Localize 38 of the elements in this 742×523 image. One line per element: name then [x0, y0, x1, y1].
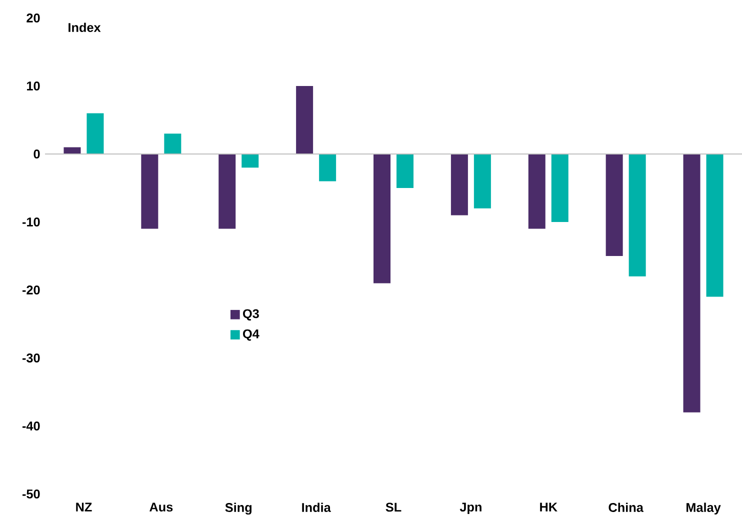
legend-label: Q4	[243, 329, 260, 341]
bar	[396, 154, 414, 188]
y-axis-title: Index	[68, 22, 101, 32]
bar	[683, 154, 700, 412]
y-tick-label: -20	[22, 286, 40, 294]
bar	[628, 154, 646, 276]
legend-label: Q3	[243, 309, 259, 321]
bar	[164, 134, 182, 154]
y-tick-label: 20	[26, 14, 40, 22]
y-tick-label: -50	[22, 490, 40, 498]
bar	[474, 154, 491, 208]
bar	[528, 154, 546, 229]
y-tick-label: -10	[22, 218, 40, 226]
bar	[374, 154, 390, 284]
bar	[551, 154, 568, 222]
bar	[706, 154, 724, 297]
bar	[606, 154, 623, 256]
y-tick-label: 10	[27, 82, 40, 90]
x-tick-label: Aus	[150, 502, 173, 512]
bar	[218, 154, 236, 229]
x-tick-label: SL	[386, 502, 402, 512]
x-tick-label: HK	[540, 502, 558, 512]
bar	[296, 86, 314, 154]
bar	[319, 154, 336, 182]
x-tick-label: Jpn	[460, 502, 482, 514]
x-tick-label: India	[302, 502, 331, 512]
x-tick-label: China	[608, 502, 644, 512]
x-tick-label: Sing	[225, 502, 252, 515]
bar	[242, 154, 259, 168]
x-tick-label: Malay	[686, 502, 721, 515]
x-tick-label: NZ	[76, 502, 92, 512]
bar	[141, 154, 158, 229]
bar	[86, 113, 104, 154]
y-tick-label: -40	[22, 422, 40, 430]
bar	[450, 154, 468, 216]
y-tick-label: -30	[22, 353, 40, 362]
y-tick-label: 0	[34, 150, 40, 158]
bar	[64, 147, 81, 154]
